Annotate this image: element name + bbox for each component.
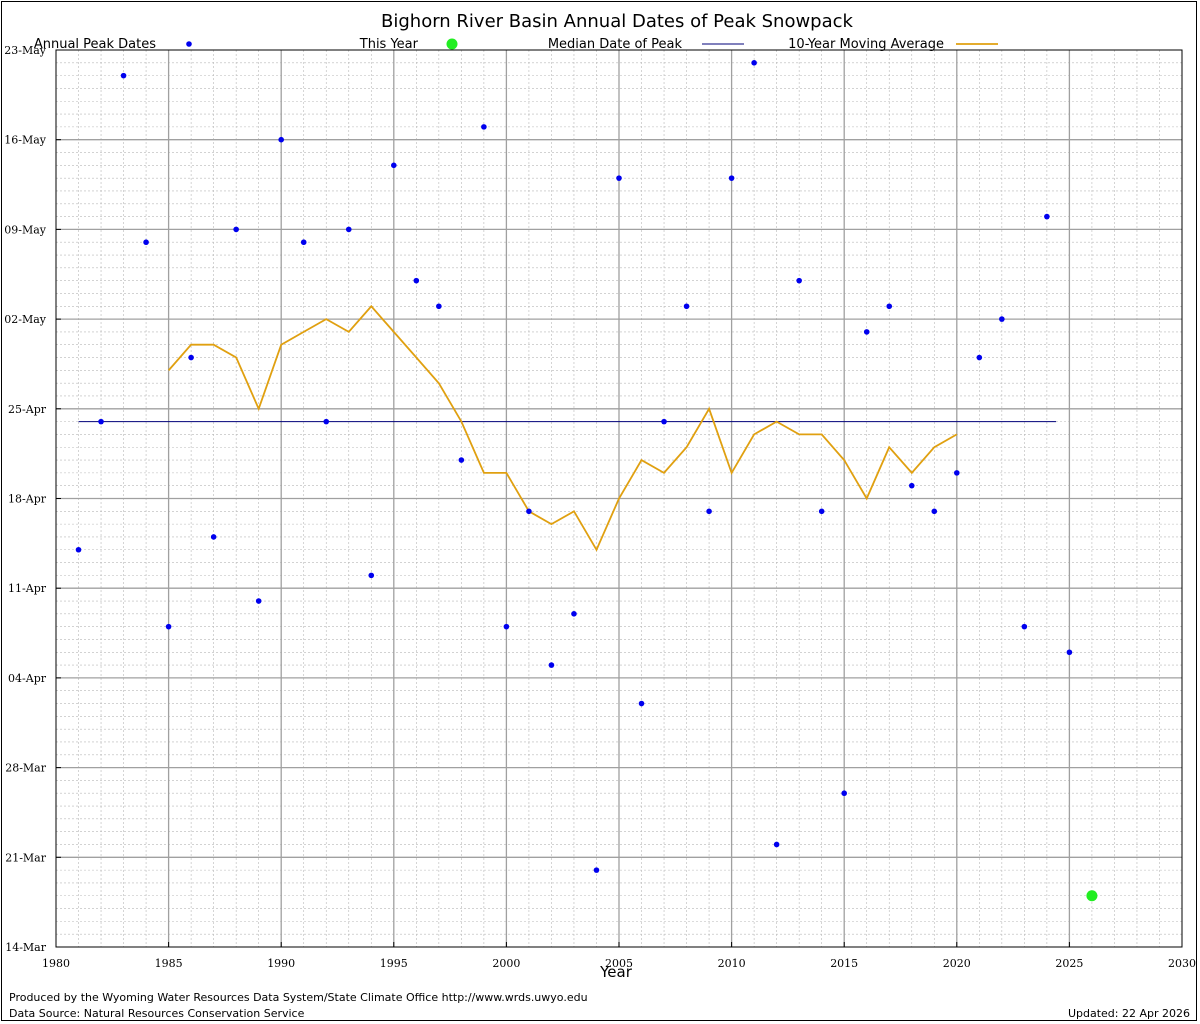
x-tick-label: 2020 (943, 957, 971, 970)
y-tick-label: 25-Apr (8, 403, 47, 416)
annual-peak-point (751, 60, 757, 66)
annual-peak-point (345, 226, 352, 233)
y-tick-label: 21-Mar (5, 851, 47, 864)
y-tick-label: 02-May (4, 313, 47, 326)
y-tick-label: 28-Mar (5, 762, 47, 775)
x-axis-label: Year (599, 963, 633, 981)
legend-label: Median Date of Peak (548, 37, 683, 52)
annual-peak-point (886, 303, 893, 310)
legend-label: Annual Peak Dates (34, 37, 156, 52)
annual-peak-point (818, 508, 825, 515)
annual-peak-point (661, 418, 667, 425)
x-tick-label: 1980 (42, 957, 70, 970)
annual-peak-point (841, 790, 847, 797)
annual-peak-point (638, 700, 645, 707)
annual-peak-point (503, 623, 510, 630)
y-tick-label: 11-Apr (8, 582, 47, 595)
footer-updated: Updated: 22 Apr 2026 (1067, 1007, 1190, 1020)
annual-peak-point (571, 611, 577, 617)
annual-peak-point (233, 226, 239, 233)
annual-peak-point (98, 418, 104, 425)
y-tick-label: 18-Apr (8, 493, 47, 506)
annual-peak-point (278, 136, 285, 143)
footer-data-source: Data Source: Natural Resources Conservat… (9, 1007, 305, 1020)
annual-peak-point (120, 72, 127, 79)
x-tick-label: 2015 (830, 957, 858, 970)
chart-title: Bighorn River Basin Annual Dates of Peak… (381, 11, 854, 32)
annual-peak-point (368, 572, 375, 579)
annual-peak-point (143, 239, 149, 246)
annual-peak-point (728, 175, 735, 181)
annual-peak-point (548, 662, 555, 668)
annual-peak-point (863, 329, 870, 335)
x-tick-label: 2000 (492, 957, 520, 970)
annual-peak-point (616, 175, 622, 181)
annual-peak-point (908, 482, 915, 489)
annual-peak-point (255, 598, 262, 604)
this-year-point (1086, 890, 1098, 902)
annual-peak-point (413, 277, 420, 284)
x-tick-label: 1985 (155, 957, 183, 970)
y-axis-ticks: 14-Mar 21-Mar 28-Mar 04-Apr 11-Apr 18-Apr 25-A… (4, 44, 61, 954)
annual-peak-point (931, 508, 938, 515)
annual-peak-point (999, 316, 1005, 322)
annual-peak-point (165, 623, 172, 630)
annual-peak-point (300, 239, 307, 246)
series-layer (75, 60, 1098, 902)
x-tick-label: 2025 (1055, 957, 1083, 970)
annual-peak-point (75, 546, 82, 553)
annual-peak-point (481, 124, 487, 130)
footer-produced-by: Produced by the Wyoming Water Resources … (9, 991, 588, 1004)
x-tick-label: 2005 (605, 957, 633, 970)
annual-peak-point (706, 508, 712, 515)
annual-peak-point (796, 277, 802, 284)
annual-peak-point (526, 508, 532, 515)
legend-label: This Year (359, 37, 419, 52)
annual-peak-point (773, 841, 780, 848)
x-tick-label: 1990 (267, 957, 295, 970)
legend-label: 10-Year Moving Average (788, 37, 944, 52)
y-tick-label: 23-May (4, 44, 47, 57)
annual-peak-point (458, 457, 465, 463)
legend-marker-annual (186, 41, 192, 47)
annual-peak-point (436, 303, 442, 310)
legend: Annual Peak Dates This Year Median Date of… (34, 37, 998, 52)
annual-peak-point (976, 354, 983, 361)
major-grid (56, 50, 1182, 947)
annual-peak-point (954, 470, 960, 476)
annual-peak-point (683, 303, 690, 310)
x-tick-label: 2030 (1168, 957, 1196, 970)
annual-peak-point (210, 534, 217, 540)
annual-peak-point (1044, 213, 1050, 220)
legend-marker-this-year (446, 38, 458, 50)
annual-peak-point (391, 162, 397, 169)
x-axis-ticks: 1980 1985 1990 1995 2000 2005 2010 2015 2020 2025… (42, 942, 1196, 970)
x-tick-label: 1995 (380, 957, 408, 970)
annual-peak-point (593, 867, 600, 873)
annual-peak-point (1066, 649, 1073, 656)
x-tick-label: 2010 (718, 957, 746, 970)
annual-peak-point (1021, 623, 1028, 630)
y-tick-label: 04-Apr (8, 672, 47, 685)
y-tick-label: 14-Mar (5, 941, 47, 954)
moving-average-line (167, 304, 958, 552)
y-tick-label: 16-May (4, 134, 47, 147)
y-tick-label: 09-May (4, 223, 47, 236)
annual-peak-point (323, 418, 330, 425)
annual-peak-point (188, 354, 194, 361)
